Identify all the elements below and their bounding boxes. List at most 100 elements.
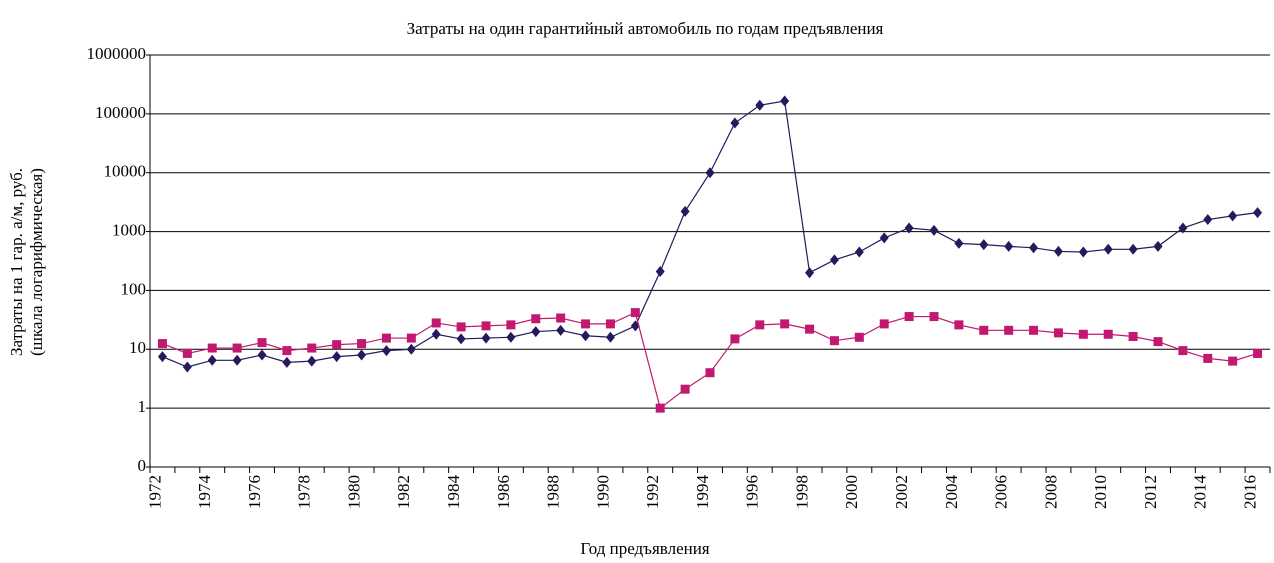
y-tick-label: 1	[138, 397, 147, 416]
x-tick-label: 1986	[494, 475, 513, 509]
data-point	[780, 319, 790, 329]
x-tick-label: 1982	[394, 475, 413, 509]
data-point	[904, 222, 914, 234]
data-point	[829, 336, 839, 346]
data-point	[506, 320, 516, 330]
data-point	[680, 384, 690, 394]
data-point	[332, 351, 342, 363]
data-point	[680, 205, 690, 217]
data-point	[1103, 329, 1113, 339]
series-line	[162, 311, 1258, 410]
data-point	[1253, 207, 1263, 219]
x-tick-label: 2014	[1191, 475, 1210, 510]
data-point	[879, 319, 889, 329]
data-point	[954, 320, 964, 330]
data-point	[605, 319, 615, 329]
data-point	[605, 331, 615, 343]
data-point	[506, 331, 516, 343]
data-point	[581, 330, 591, 342]
data-point	[257, 338, 267, 348]
data-point	[556, 313, 566, 323]
data-point	[257, 349, 267, 361]
data-point	[1153, 240, 1163, 252]
data-point	[182, 348, 192, 358]
x-tick-label: 1996	[743, 475, 762, 509]
y-axis-label: (шкала логарифмическая)	[27, 168, 46, 356]
y-tick-label: 100	[121, 279, 147, 298]
data-point	[655, 265, 665, 277]
y-tick-label: 0	[138, 456, 147, 475]
data-point	[805, 267, 815, 279]
x-tick-label: 2008	[1041, 475, 1060, 509]
x-tick-label: 1992	[643, 475, 662, 509]
x-tick-label: 1984	[444, 475, 463, 510]
x-tick-label: 1978	[295, 475, 314, 509]
data-point	[1004, 240, 1014, 252]
data-point	[1203, 353, 1213, 363]
data-point	[207, 354, 217, 366]
data-point	[929, 312, 939, 322]
data-point	[406, 343, 416, 355]
data-point	[879, 232, 889, 244]
chart-title: Затраты на один гарантийный автомобиль п…	[407, 19, 884, 38]
data-point	[730, 117, 740, 129]
data-point	[705, 368, 715, 378]
data-point	[1029, 242, 1039, 254]
data-point	[1228, 210, 1238, 222]
data-point	[357, 349, 367, 361]
data-point	[481, 332, 491, 344]
data-point	[1053, 245, 1063, 257]
data-point	[1153, 337, 1163, 347]
x-tick-label: 1974	[195, 475, 214, 510]
data-point	[1178, 346, 1188, 356]
x-tick-label: 2002	[892, 475, 911, 509]
data-point	[780, 95, 790, 107]
x-tick-label: 2012	[1141, 475, 1160, 509]
data-point	[1103, 243, 1113, 255]
x-tick-label: 1988	[544, 475, 563, 509]
data-point	[979, 239, 989, 251]
data-point	[1078, 329, 1088, 339]
data-point	[929, 224, 939, 236]
x-tick-label: 1998	[792, 475, 811, 509]
data-point	[531, 326, 541, 338]
data-point	[307, 343, 317, 353]
x-tick-label: 1990	[593, 475, 612, 509]
data-point	[854, 332, 864, 342]
data-point	[954, 237, 964, 249]
data-point	[1078, 246, 1088, 258]
data-point	[381, 333, 391, 343]
x-tick-label: 1994	[693, 475, 712, 510]
data-point	[805, 324, 815, 334]
data-point	[282, 356, 292, 368]
data-point	[1004, 325, 1014, 335]
y-axis-label: Затраты на 1 гар. а/м, руб.	[7, 168, 26, 356]
data-point	[431, 318, 441, 328]
data-point	[456, 333, 466, 345]
x-tick-label: 2006	[992, 475, 1011, 509]
data-point	[556, 324, 566, 336]
data-point	[481, 321, 491, 331]
x-axis-label: Год предъявления	[580, 539, 709, 558]
data-point	[207, 343, 217, 353]
data-point	[1029, 325, 1039, 335]
y-tick-label: 10	[129, 338, 146, 357]
x-tick-label: 2010	[1091, 475, 1110, 509]
data-point	[282, 346, 292, 356]
data-point	[182, 361, 192, 373]
series-line	[162, 100, 1258, 368]
data-point	[854, 246, 864, 258]
y-tick-label: 1000	[112, 220, 146, 239]
data-point	[157, 339, 167, 349]
x-tick-label: 1972	[145, 475, 164, 509]
x-tick-label: 2016	[1240, 475, 1259, 509]
data-point	[232, 343, 242, 353]
data-point	[581, 319, 591, 329]
data-point	[755, 320, 765, 330]
x-tick-label: 2000	[842, 475, 861, 509]
x-tick-label: 1976	[245, 475, 264, 509]
data-point	[1053, 328, 1063, 338]
data-point	[1253, 348, 1263, 358]
data-point	[381, 345, 391, 357]
